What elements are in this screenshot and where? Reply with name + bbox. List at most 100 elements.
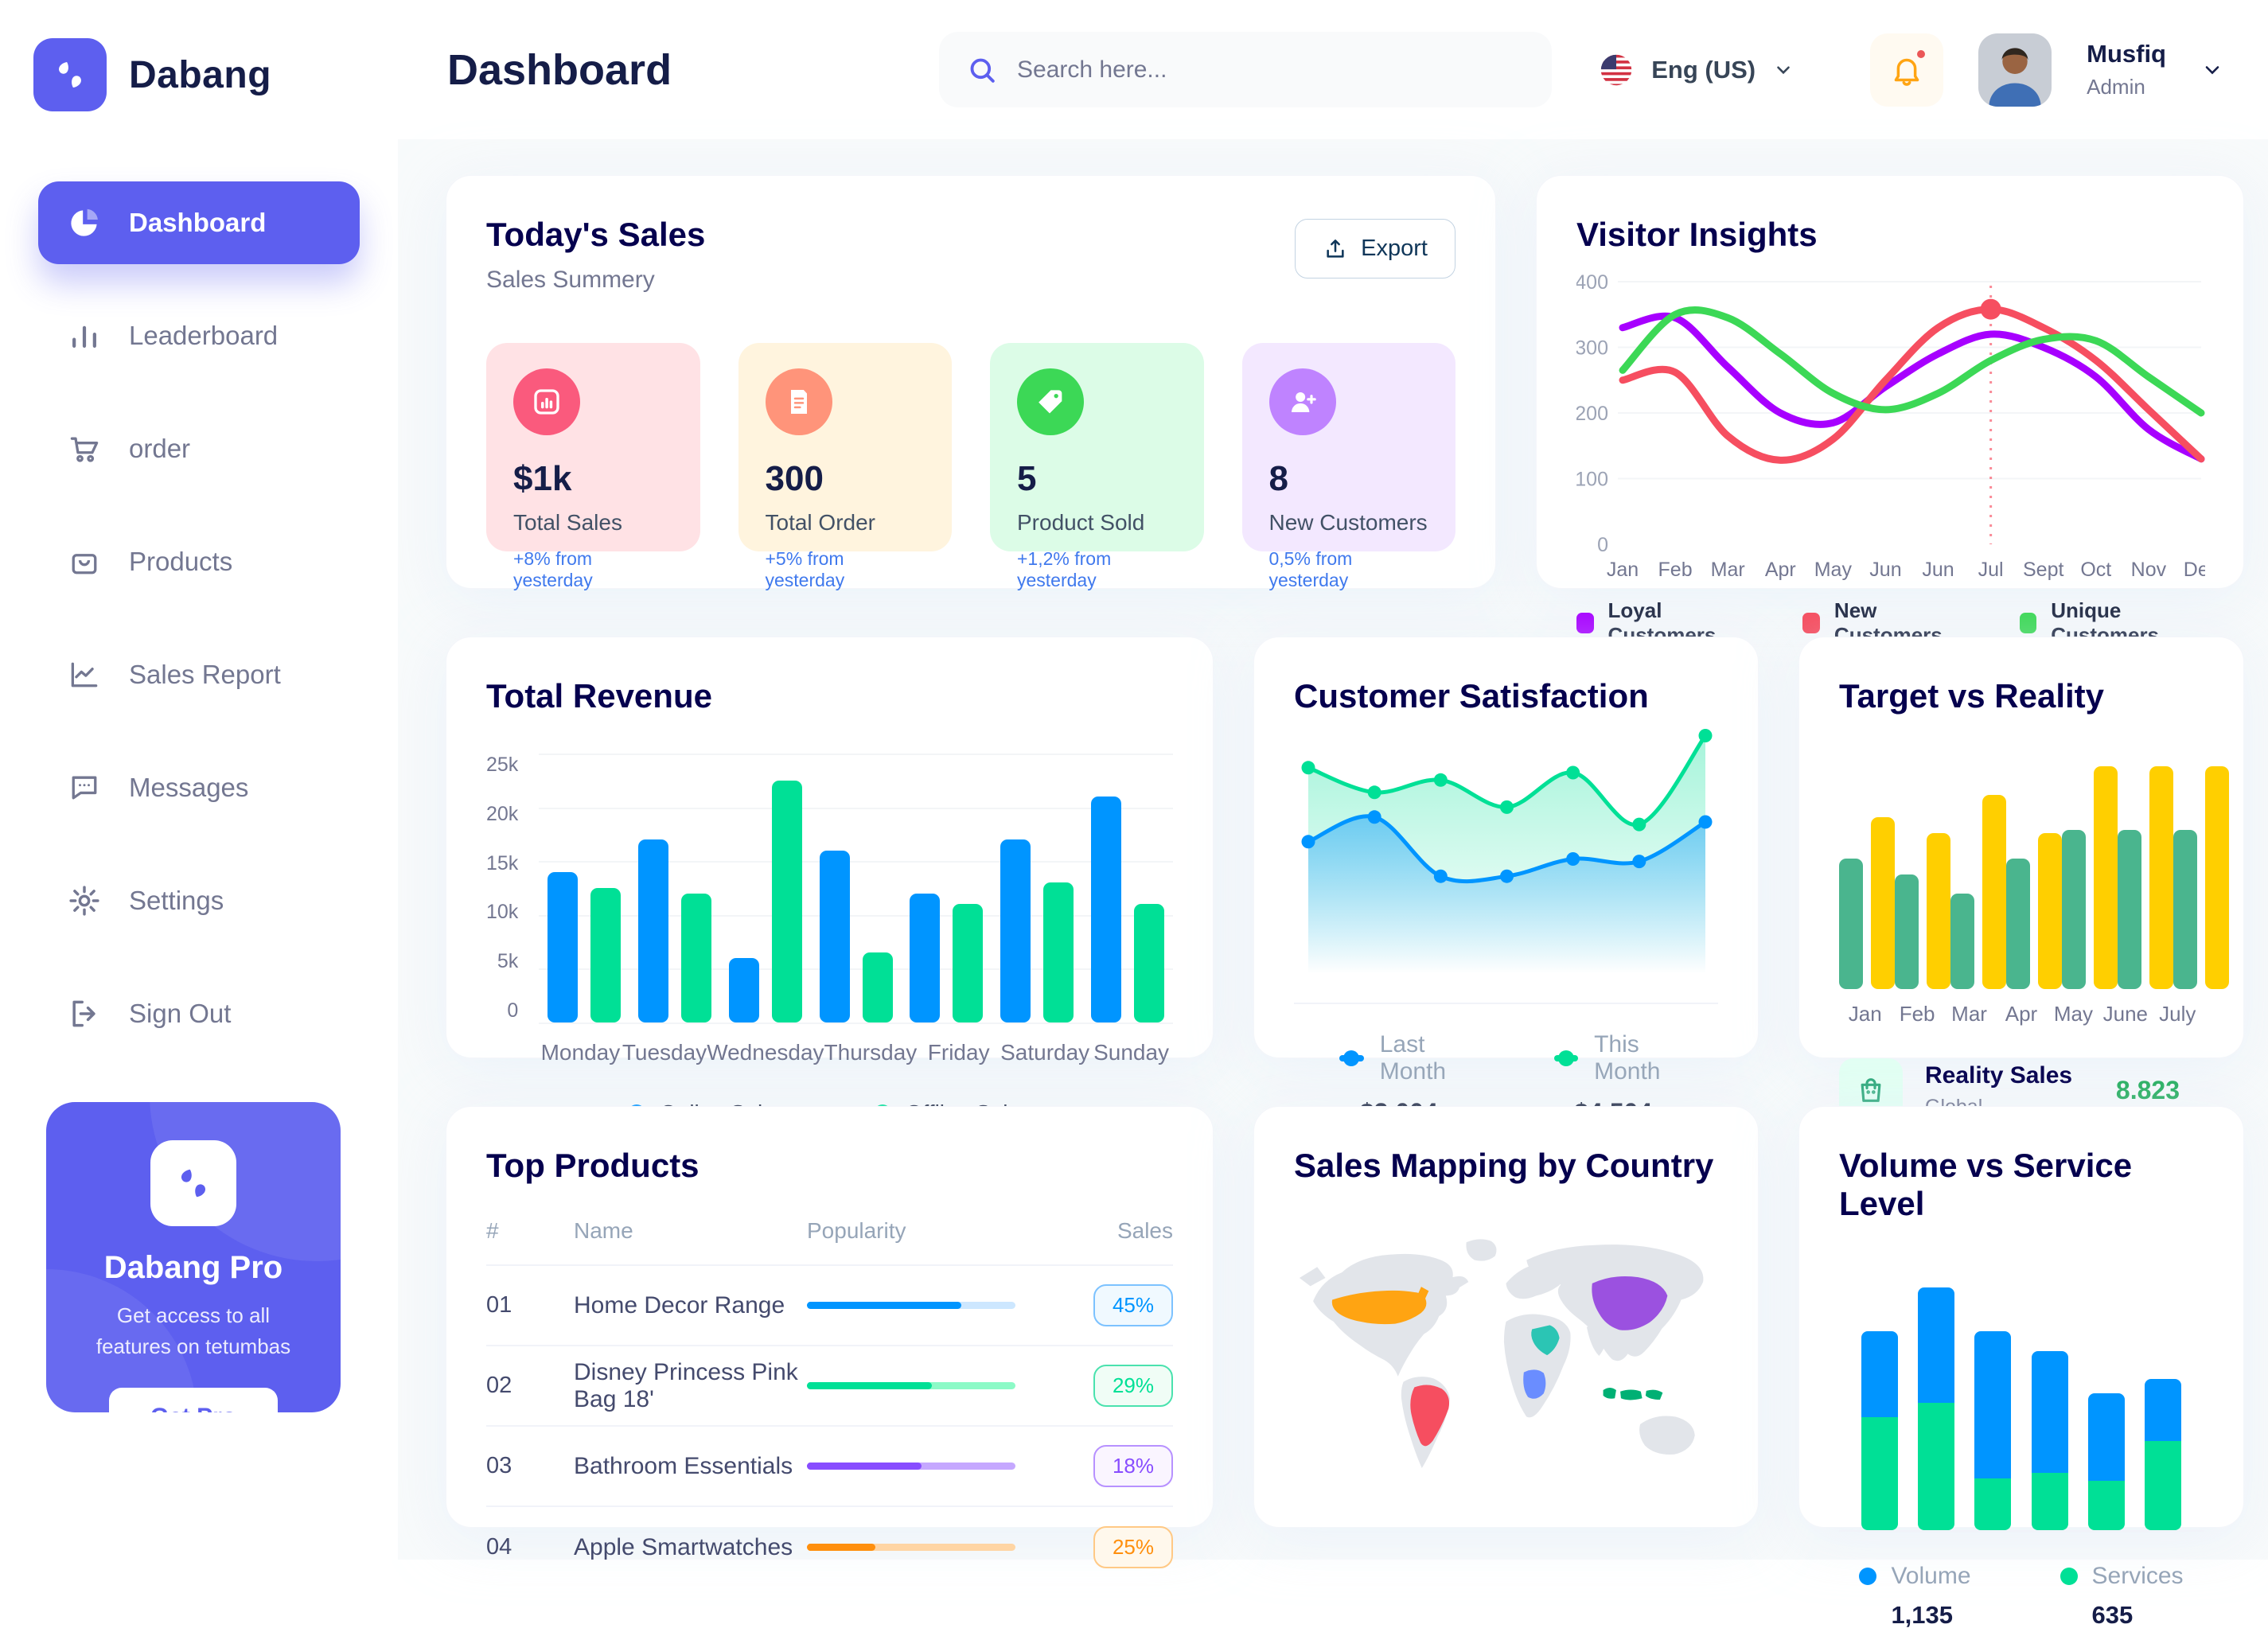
- export-button[interactable]: Export: [1295, 219, 1455, 278]
- notifications-button[interactable]: [1870, 33, 1944, 107]
- map-greenland: [1466, 1239, 1497, 1261]
- search-bar[interactable]: [939, 32, 1552, 107]
- map-country-indonesia: [1603, 1387, 1663, 1400]
- search-icon: [970, 58, 995, 83]
- customer-satisfaction-chart: [1294, 715, 1718, 982]
- table-row[interactable]: 02 Disney Princess Pink Bag 18' 29%: [486, 1346, 1173, 1427]
- svg-text:Jan: Jan: [1607, 559, 1639, 581]
- popularity-bar: [807, 1301, 1015, 1309]
- customer-satisfaction-card: Customer Satisfaction Last Month$3,004Th…: [1253, 637, 1759, 1127]
- chat-icon: [67, 770, 102, 805]
- avatar[interactable]: [1978, 33, 2052, 107]
- product-rank: 04: [486, 1534, 512, 1560]
- target-bar-group-jan: [1839, 750, 1895, 989]
- svg-text:300: 300: [1576, 337, 1608, 360]
- get-pro-button[interactable]: Get Pro: [109, 1388, 278, 1412]
- app-logo: Dabang: [0, 0, 398, 111]
- pie-chart-icon: [67, 205, 102, 240]
- sidebar-item-order[interactable]: order: [38, 407, 360, 490]
- svg-text:100: 100: [1576, 469, 1608, 491]
- stat-value: 300: [765, 459, 824, 498]
- stat-change: +8% from yesterday: [513, 548, 593, 590]
- target-bar-group-july: [2173, 750, 2229, 989]
- legend-item: Volume 1,135: [1814, 1563, 2015, 1630]
- header: Dashboard Eng (US) Musfiq Admin: [398, 0, 2268, 139]
- order-note-icon: [765, 368, 832, 435]
- sales-badge: 25%: [1093, 1526, 1173, 1568]
- sidebar-item-settings[interactable]: Settings: [38, 859, 360, 942]
- bar-chart-icon: [67, 318, 102, 353]
- legend-value: 8.823: [2115, 1075, 2180, 1104]
- target-vs-reality-title: Target vs Reality: [1839, 677, 2105, 715]
- sidebar-item-label: Sign Out: [129, 999, 232, 1028]
- sidebar-item-products[interactable]: Products: [38, 520, 360, 603]
- today-sales-subtitle: Sales Summery: [486, 267, 655, 293]
- today-sales-stats: $1k Total Sales +8% from yesterday 300 Total…: [486, 343, 1455, 590]
- popularity-bar: [807, 1543, 1015, 1551]
- legend-line-marker: [1553, 1055, 1579, 1061]
- map-country-brazil: [1410, 1385, 1450, 1447]
- target-vs-reality-card: Target vs Reality Jan Feb Mar Apr May June Jul…: [1798, 637, 2244, 1209]
- target-bar-group-mar: [1950, 750, 2006, 989]
- map-country-china: [1592, 1276, 1668, 1330]
- popularity-bar: [807, 1381, 1015, 1389]
- sidebar-item-sales-report[interactable]: Sales Report: [38, 633, 360, 716]
- table-header: # Name Popularity Sales: [486, 1218, 1173, 1266]
- search-input[interactable]: [1017, 56, 1525, 84]
- legend-label: Volume: [1891, 1563, 1971, 1589]
- sidebar-item-sign-out[interactable]: Sign Out: [38, 972, 360, 1055]
- stat-card-product-sold: 5 Product Sold +1,2% from yesterday: [990, 343, 1204, 590]
- bar-online-sales: [910, 893, 941, 1022]
- sidebar-item-label: Products: [129, 547, 233, 576]
- map-country-dr-congo: [1523, 1369, 1546, 1399]
- bar-reality-sales: [1950, 894, 1974, 989]
- user-name: Musfiq: [2087, 40, 2166, 68]
- table-row[interactable]: 04 Apple Smartwatches 25%: [486, 1507, 1173, 1587]
- bar-online-sales: [1000, 839, 1031, 1022]
- app-name: Dabang: [129, 53, 272, 96]
- language-selector[interactable]: Eng (US): [1599, 53, 1794, 88]
- sidebar-item-dashboard[interactable]: Dashboard: [38, 181, 360, 264]
- tag-icon: [1017, 368, 1084, 435]
- stat-card-total-order: 300 Total Order +5% from yesterday: [738, 343, 952, 590]
- stat-card-total-sales: $1k Total Sales +8% from yesterday: [486, 343, 700, 590]
- map-alaska: [1299, 1267, 1326, 1287]
- top-products-table: # Name Popularity Sales 01 Home Decor Range 45…: [486, 1218, 1173, 1587]
- bag-icon: [67, 544, 102, 579]
- table-row[interactable]: 01 Home Decor Range 45%: [486, 1266, 1173, 1346]
- bar-offline-sales: [590, 888, 622, 1022]
- volume-service-legend: Volume 1,135 Services 635: [1839, 1560, 2204, 1632]
- table-row[interactable]: 03 Bathroom Essentials 18%: [486, 1427, 1173, 1507]
- bar-offline-sales: [771, 780, 802, 1022]
- stat-change: +5% from yesterday: [765, 548, 845, 590]
- bar-volume: [2087, 1392, 2125, 1481]
- sales-badge: 45%: [1093, 1284, 1173, 1326]
- sidebar-item-messages[interactable]: Messages: [38, 746, 360, 829]
- visitor-insights-card: Visitor Insights 0 100 200 300 400 Jan Feb Mar A…: [1536, 175, 2244, 647]
- bar-online-sales: [548, 871, 579, 1022]
- notification-badge: [1915, 47, 1928, 60]
- app-logo-icon: [33, 38, 107, 111]
- svg-text:Des: Des: [2184, 559, 2205, 581]
- bar-online-sales: [819, 850, 850, 1022]
- line-chart-icon: [67, 657, 102, 692]
- sidebar-item-leaderboard[interactable]: Leaderboard: [38, 294, 360, 377]
- sidebar-item-label: Settings: [129, 886, 224, 915]
- svg-text:Jul: Jul: [1978, 559, 2004, 581]
- language-label: Eng (US): [1651, 55, 1756, 84]
- total-revenue-title: Total Revenue: [486, 677, 712, 715]
- stat-value: 8: [1268, 459, 1288, 498]
- product-rank: 03: [486, 1453, 512, 1478]
- pro-card-subtitle: Get access to all features on tetumbas: [95, 1303, 291, 1358]
- revenue-bar-group-friday: [902, 754, 992, 1022]
- bar-volume: [1918, 1287, 1955, 1403]
- sales-badge: 18%: [1093, 1445, 1173, 1487]
- bar-volume: [1974, 1331, 2012, 1478]
- legend-label: Services: [2091, 1563, 2184, 1589]
- revenue-bar-group-tuesday: [629, 754, 720, 1022]
- bar-reality-sales: [2062, 830, 2086, 989]
- user-menu-chevron-icon[interactable]: [2201, 59, 2223, 81]
- bar-target-sales: [1871, 817, 1895, 989]
- sidebar: Dabang Dashboard Leaderboard order Products…: [0, 0, 398, 1560]
- page-title: Dashboard: [447, 45, 672, 94]
